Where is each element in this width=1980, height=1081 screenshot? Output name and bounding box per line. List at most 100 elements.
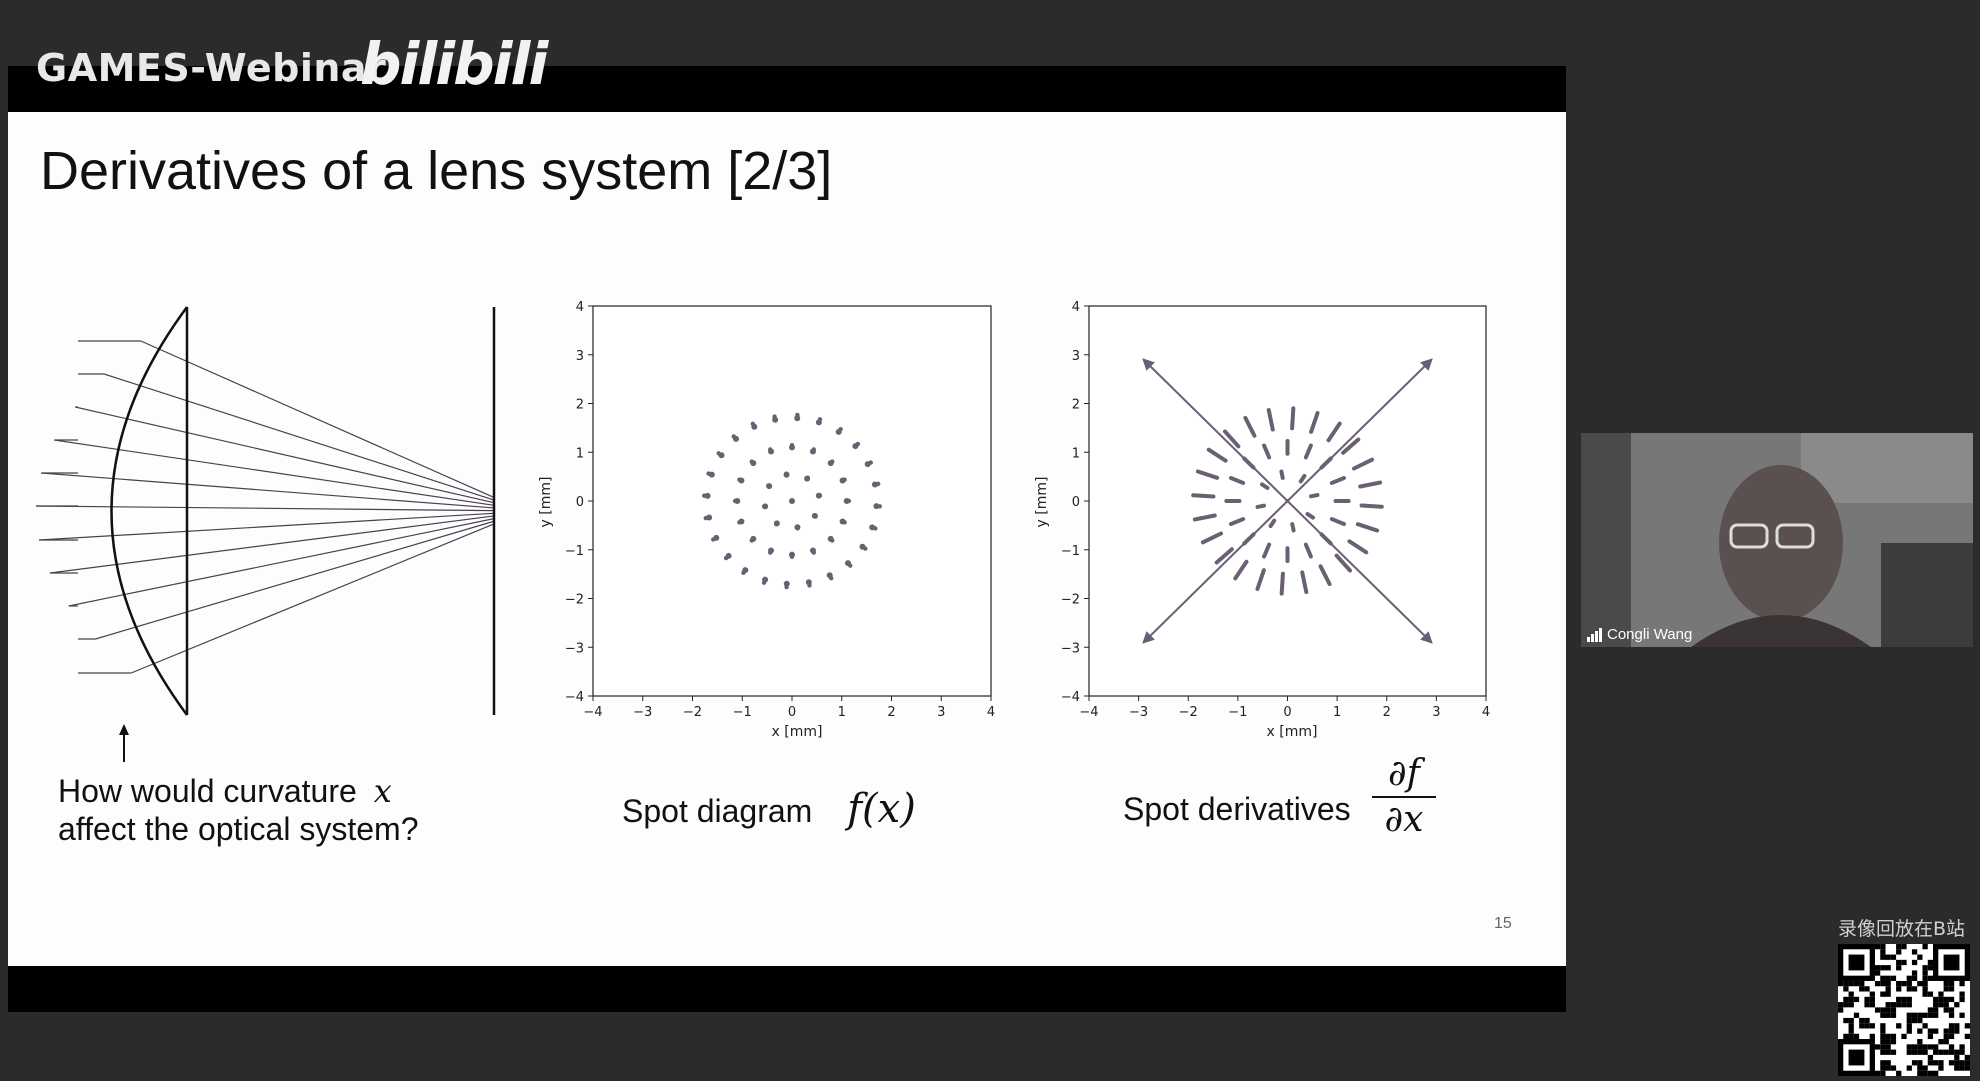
derivative-arrow <box>1255 503 1266 509</box>
spot-point <box>817 493 823 498</box>
spot-point <box>863 546 868 551</box>
spot-point <box>789 443 795 448</box>
derivative-arrow <box>1243 415 1257 438</box>
y-tick-label: −2 <box>565 593 584 608</box>
bottom-black-bar <box>8 966 1566 1012</box>
deriv-ylabel: y [mm] <box>1034 477 1050 528</box>
speaker-webcam[interactable]: Congli Wang <box>1581 433 1973 647</box>
spot-point <box>737 477 742 482</box>
spot-point <box>795 526 800 531</box>
derivative-arrow <box>1222 429 1241 449</box>
derivative-arrow <box>1260 482 1270 490</box>
derivative-arrow <box>1355 522 1380 533</box>
spot-point <box>749 459 754 464</box>
spot-point <box>876 481 881 487</box>
spot-point <box>789 554 795 559</box>
y-tick-label: −3 <box>1061 641 1080 656</box>
y-tick-label: 4 <box>576 300 584 315</box>
derivative-arrow <box>1334 553 1353 573</box>
derivative-long-arrow <box>1142 500 1289 644</box>
spot-point <box>855 441 861 447</box>
spot-point <box>848 563 853 568</box>
spot-point <box>789 498 795 504</box>
derivative-arrow <box>1279 571 1285 596</box>
derivative-arrow <box>1191 493 1216 499</box>
derivative-arrow <box>1279 469 1285 480</box>
spot-point <box>795 412 800 418</box>
derivative-arrow <box>1200 531 1224 545</box>
spot-point <box>811 550 816 555</box>
x-tick-label: 0 <box>1283 705 1291 720</box>
spot-ylabel: y [mm] <box>538 477 554 528</box>
bilibili-logo: bilibili <box>360 30 548 98</box>
derivative-arrow <box>1347 539 1369 555</box>
webcam-video <box>1581 433 1973 647</box>
derivative-arrow <box>1351 457 1375 471</box>
y-tick-label: −1 <box>1061 544 1080 559</box>
spot-point <box>805 475 810 480</box>
derivative-arrow <box>1229 476 1246 485</box>
spot-point <box>711 537 716 542</box>
spot-point <box>703 515 708 521</box>
x-tick-label: 1 <box>1333 705 1341 720</box>
derivative-arrow <box>1266 408 1275 432</box>
replay-notice: 录像回放在B站 <box>1838 918 1966 940</box>
x-tick-label: 0 <box>788 705 796 720</box>
x-tick-label: 4 <box>987 705 995 720</box>
derivative-arrow <box>1206 447 1228 463</box>
spot-point <box>873 526 878 531</box>
deriv-denominator: ∂x <box>1372 796 1436 842</box>
spot-point <box>877 504 882 509</box>
spot-point <box>774 522 779 527</box>
derivative-long-arrow <box>1142 358 1289 502</box>
spot-point <box>750 421 756 427</box>
spot-point <box>737 520 742 525</box>
lens-caption-line2: affect the optical system? <box>58 811 419 847</box>
spot-point <box>830 538 835 543</box>
spot-point <box>732 498 738 504</box>
spot-point <box>873 503 880 510</box>
spot-point <box>766 483 771 488</box>
x-tick-label: 3 <box>1432 705 1440 720</box>
deriv-xlabel: x [mm] <box>1267 724 1318 740</box>
spot-point <box>749 538 754 543</box>
x-tick-label: −4 <box>1079 705 1098 720</box>
arrow-up-head-icon <box>119 724 129 735</box>
y-tick-label: 1 <box>1072 446 1080 461</box>
spot-point <box>716 451 721 456</box>
derivative-arrow <box>1262 542 1272 559</box>
spot-diagram-points <box>702 412 882 590</box>
spot-point <box>838 426 843 432</box>
derivative-arrow <box>1303 443 1313 460</box>
x-tick-label: −1 <box>733 705 752 720</box>
derivative-arrow <box>1341 437 1361 455</box>
x-tick-label: −3 <box>1129 705 1148 720</box>
refracted-ray <box>130 523 495 674</box>
derivative-arrow <box>1214 547 1234 565</box>
lens-caption-var: x <box>373 772 392 810</box>
qr-code-icon[interactable] <box>1838 944 1970 1076</box>
derivative-arrow <box>1303 542 1313 559</box>
refracted-ray <box>54 439 495 506</box>
y-tick-label: 0 <box>1072 495 1080 510</box>
signal-strength-icon <box>1587 628 1602 643</box>
derivative-arrow <box>1329 476 1346 485</box>
derivative-long-arrow <box>1286 500 1433 644</box>
participant-name: Congli Wang <box>1587 626 1692 643</box>
y-tick-label: 4 <box>1072 300 1080 315</box>
x-tick-label: 2 <box>887 705 895 720</box>
derivative-arrow <box>1192 513 1217 522</box>
x-tick-label: 4 <box>1482 705 1490 720</box>
spot-point <box>811 447 816 452</box>
x-tick-label: −4 <box>583 705 602 720</box>
y-tick-label: 2 <box>576 398 584 413</box>
x-tick-label: −2 <box>683 705 702 720</box>
spot-point <box>868 460 873 465</box>
spot-point <box>828 575 834 581</box>
derivative-arrow <box>1329 517 1346 526</box>
derivative-arrow <box>1309 410 1320 434</box>
spot-point <box>761 504 767 509</box>
x-tick-label: −1 <box>1228 705 1247 720</box>
qr-code-pattern <box>1838 944 1970 1076</box>
derivative-arrow <box>1358 480 1383 489</box>
